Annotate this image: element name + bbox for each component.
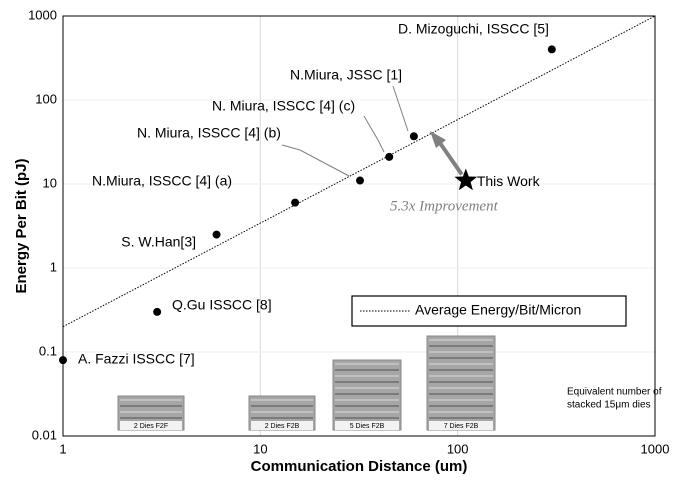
- point-label: N. Miura, ISSCC [4] (c): [212, 98, 355, 114]
- data-point: [548, 45, 556, 53]
- y-tick-label: 0.01: [32, 427, 57, 442]
- point-label: Q.Gu ISSCC [8]: [172, 297, 272, 313]
- x-tick-label: 1: [59, 441, 66, 456]
- point-label: N.Miura, ISSCC [4] (a): [92, 173, 232, 189]
- y-tick-label: 1000: [28, 7, 57, 22]
- data-point: [385, 153, 393, 161]
- annotation: 5.3x Improvement: [390, 198, 499, 214]
- y-tick-label: 1: [50, 259, 57, 274]
- die-note: Equivalent number of: [567, 387, 662, 398]
- y-tick-label: 100: [35, 91, 57, 106]
- die-stack-label: 2 Dies F2F: [134, 423, 168, 430]
- y-tick-label: 0.1: [39, 343, 57, 358]
- data-point: [59, 356, 67, 364]
- this-work-label: This Work: [477, 173, 541, 189]
- x-axis-title: Communication Distance (um): [251, 458, 468, 475]
- die-stack: [427, 336, 495, 430]
- die-stack-label: 5 Dies F2B: [350, 423, 385, 430]
- legend-label: Average Energy/Bit/Micron: [415, 302, 581, 318]
- point-label: N. Miura, ISSCC [4] (b): [137, 125, 281, 141]
- y-tick-label: 10: [43, 175, 57, 190]
- x-tick-label: 1000: [641, 441, 670, 456]
- x-tick-label: 10: [253, 441, 267, 456]
- data-point: [356, 177, 364, 185]
- point-label: A. Fazzi ISSCC [7]: [78, 351, 195, 367]
- die-stack-label: 2 Dies F2B: [265, 423, 300, 430]
- die-note: stacked 15μm dies: [567, 400, 651, 411]
- data-point: [291, 199, 299, 207]
- point-label: D. Mizoguchi, ISSCC [5]: [398, 21, 549, 37]
- point-label: N.Miura, JSSC [1]: [290, 67, 402, 83]
- die-stack-label: 7 Dies F2B: [444, 423, 479, 430]
- chart: Energy Per Bit (pJ) Communication Distan…: [0, 0, 689, 480]
- y-axis-title: Energy Per Bit (pJ): [13, 158, 30, 293]
- data-point: [213, 231, 221, 239]
- data-point: [410, 132, 418, 140]
- data-point: [153, 308, 161, 316]
- point-label: S. W.Han[3]: [121, 234, 196, 250]
- x-tick-label: 100: [447, 441, 469, 456]
